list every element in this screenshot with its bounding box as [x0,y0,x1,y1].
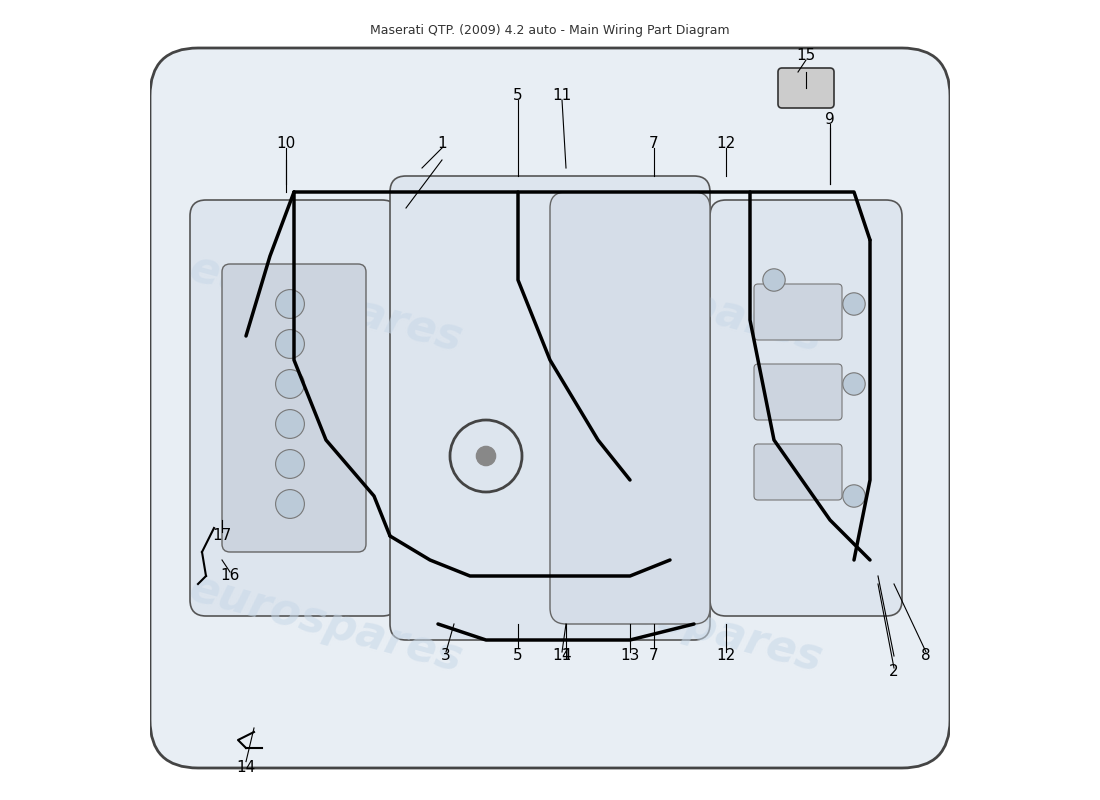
FancyBboxPatch shape [150,48,950,768]
FancyBboxPatch shape [754,284,842,340]
Text: 11: 11 [552,649,572,663]
Text: 10: 10 [276,137,296,151]
Text: 1: 1 [437,137,447,151]
Text: 15: 15 [796,49,815,63]
Circle shape [276,450,305,478]
Text: 16: 16 [220,569,240,583]
FancyBboxPatch shape [778,68,834,108]
FancyBboxPatch shape [222,264,366,552]
Circle shape [276,370,305,398]
Text: 9: 9 [825,113,835,127]
Text: 8: 8 [921,649,931,663]
Text: 3: 3 [441,649,451,663]
Text: 14: 14 [236,761,255,775]
Circle shape [276,490,305,518]
Text: 7: 7 [649,137,659,151]
Circle shape [843,373,866,395]
Circle shape [843,293,866,315]
FancyBboxPatch shape [754,444,842,500]
Text: 17: 17 [212,529,232,543]
Text: eurospares: eurospares [185,247,468,361]
FancyBboxPatch shape [190,200,398,616]
Circle shape [276,410,305,438]
Text: 12: 12 [716,649,736,663]
FancyBboxPatch shape [390,176,710,640]
Text: Maserati QTP. (2009) 4.2 auto - Main Wiring Part Diagram: Maserati QTP. (2009) 4.2 auto - Main Wir… [371,24,729,37]
Circle shape [276,290,305,318]
Text: eurospares: eurospares [544,567,827,681]
Text: 4: 4 [561,649,571,663]
Circle shape [276,330,305,358]
FancyBboxPatch shape [754,364,842,420]
Text: 12: 12 [716,137,736,151]
Circle shape [476,446,496,466]
Circle shape [762,269,785,291]
FancyBboxPatch shape [710,200,902,616]
Text: eurospares: eurospares [544,247,827,361]
Text: 5: 5 [514,89,522,103]
Text: 2: 2 [889,665,899,679]
Text: 11: 11 [552,89,572,103]
Text: 13: 13 [620,649,640,663]
Circle shape [843,485,866,507]
Text: 5: 5 [514,649,522,663]
FancyBboxPatch shape [550,192,710,624]
Text: eurospares: eurospares [185,567,468,681]
Text: 7: 7 [649,649,659,663]
